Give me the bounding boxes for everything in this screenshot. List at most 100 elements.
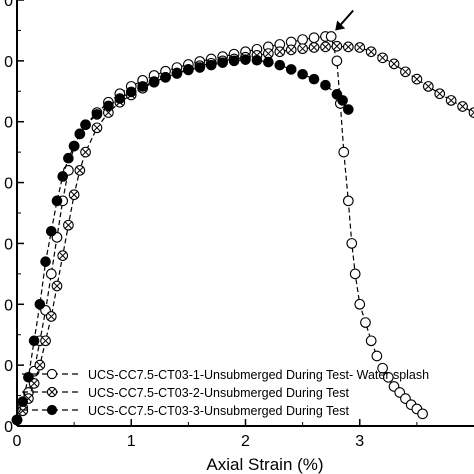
series-1-point — [365, 335, 377, 347]
series-2-point — [411, 73, 423, 85]
x-tick-label: 3 — [355, 433, 364, 450]
series-3-point — [34, 298, 46, 310]
legend-marker-3 — [46, 404, 58, 416]
series-2-point — [457, 101, 468, 112]
series-2-point — [388, 58, 400, 70]
series-3-point — [51, 195, 63, 207]
y-tick-label: 0 — [4, 176, 13, 193]
series-3-point — [320, 79, 331, 91]
series-2-point — [377, 52, 388, 64]
series-3-point — [240, 54, 251, 65]
series-3-point — [205, 59, 217, 71]
legend: UCS-CC7.5-CT03-1-Unsubmerged During Test… — [22, 368, 429, 418]
series-3-point — [114, 93, 126, 104]
legend-label-3: UCS-CC7.5-CT03-3-Unsubmerged During Test — [88, 404, 350, 418]
series-1-point — [371, 350, 383, 362]
legend-entry-2: UCS-CC7.5-CT03-2-Unsubmerged During Test — [22, 386, 350, 400]
series-3-point — [80, 119, 91, 131]
x-axis-label: Axial Strain (%) — [206, 455, 323, 474]
series-2-point — [34, 359, 46, 371]
series-3-point — [74, 128, 86, 140]
series-2-point — [434, 88, 446, 100]
series-3-point — [57, 171, 69, 182]
series-1-point — [382, 371, 394, 383]
y-tick-label: 0 — [4, 358, 13, 375]
legend-label-1: UCS-CC7.5-CT03-1-Unsubmerged During Test… — [88, 368, 429, 382]
legend-entry-1: UCS-CC7.5-CT03-1-Unsubmerged During Test… — [22, 368, 429, 382]
series-3-point — [297, 68, 308, 80]
series-2-point — [80, 146, 91, 158]
series-1-point — [325, 31, 337, 42]
series-2-point — [45, 311, 57, 322]
series-2-point — [365, 46, 377, 58]
y-tick-label: 0 — [4, 115, 13, 132]
series-2-point — [422, 81, 434, 92]
y-tick-label: 0 — [4, 236, 13, 253]
x-tick-label: 0 — [13, 433, 22, 450]
series-3-point — [171, 68, 183, 79]
legend-label-2: UCS-CC7.5-CT03-2-Unsubmerged During Test — [88, 386, 350, 400]
series-3-point — [194, 62, 206, 73]
series-3-point — [337, 95, 348, 106]
series-3-point — [45, 225, 57, 237]
series-3-point — [285, 64, 297, 75]
series-3-point — [63, 152, 74, 164]
series-2-point — [297, 43, 308, 55]
series-3-point — [251, 54, 263, 66]
series-1-point — [360, 317, 371, 328]
x-tick-label: 2 — [241, 433, 250, 450]
y-tick-label: 0 — [4, 297, 13, 314]
series-2-point — [63, 219, 74, 231]
series-1-point — [346, 238, 358, 249]
series-3-point — [28, 335, 40, 347]
series-1-point — [354, 298, 366, 310]
series-2-point — [274, 46, 286, 58]
series-3 — [11, 54, 354, 426]
series-1-point — [377, 362, 388, 374]
series-2-point — [285, 44, 297, 56]
series-1-point — [308, 32, 320, 44]
series-layer — [11, 31, 474, 426]
series-2-point — [400, 66, 411, 78]
series-2-point — [40, 335, 51, 347]
series-2-point — [57, 250, 69, 261]
series-2-point — [28, 378, 40, 389]
series-3-point — [91, 109, 103, 120]
series-2-point — [68, 189, 80, 201]
series-1-point — [342, 195, 354, 207]
series-3-point — [148, 76, 160, 87]
x-tick-label: 1 — [127, 433, 136, 450]
series-3-point — [263, 56, 274, 68]
legend-entry-3: UCS-CC7.5-CT03-3-Unsubmerged During Test — [22, 404, 350, 418]
series-2-point — [91, 122, 103, 134]
series-3-point — [160, 71, 171, 83]
series-3-point — [343, 104, 354, 115]
series-3-point — [40, 256, 51, 267]
series-2-point — [354, 42, 366, 53]
series-3-point — [17, 396, 29, 407]
series-1-point — [349, 268, 361, 280]
series-2-point — [445, 95, 457, 106]
arrow-annotation — [335, 9, 354, 31]
series-3-point — [308, 73, 320, 85]
series-2-point — [263, 48, 274, 59]
series-3-point — [103, 100, 114, 112]
series-1-point — [331, 55, 343, 67]
series-3-point — [183, 64, 194, 76]
series-2-point — [51, 280, 63, 292]
series-2-point — [320, 41, 331, 53]
series-3-point — [125, 86, 137, 98]
series-1-point — [45, 268, 57, 280]
y-tick-label: 0 — [4, 419, 13, 436]
series-2-point — [308, 42, 320, 53]
series-3-point — [217, 57, 228, 68]
legend-marker-1 — [46, 368, 58, 380]
series-3-point — [23, 372, 34, 383]
y-tick-label: 0 — [4, 0, 13, 10]
series-2-point — [74, 165, 86, 176]
series-2-point — [342, 41, 354, 53]
series-3-point — [137, 81, 148, 92]
legend-marker-2 — [46, 386, 58, 398]
